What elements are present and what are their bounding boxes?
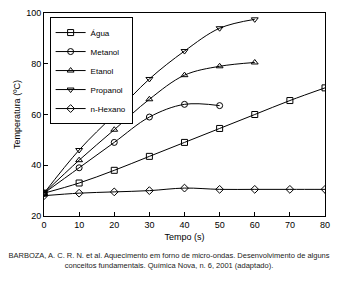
svg-text:Água: Água — [91, 29, 110, 38]
svg-text:20: 20 — [109, 220, 119, 230]
svg-text:80: 80 — [320, 220, 330, 230]
svg-text:n-Hexano: n-Hexano — [91, 105, 126, 114]
svg-text:60: 60 — [250, 220, 260, 230]
svg-text:Temperatura (ºC): Temperatura (ºC) — [12, 80, 22, 149]
svg-text:40: 40 — [31, 160, 41, 170]
svg-text:Propanol: Propanol — [91, 86, 123, 95]
svg-text:10: 10 — [74, 220, 84, 230]
svg-text:Metanol: Metanol — [91, 48, 120, 57]
svg-text:40: 40 — [179, 220, 189, 230]
svg-text:20: 20 — [31, 211, 41, 221]
svg-text:50: 50 — [215, 220, 225, 230]
svg-text:0: 0 — [41, 220, 46, 230]
html-text:BARBOZA, A. C. R. N. et al. Aq: BARBOZA, A. C. R. N. et al. Aquecimento … — [8, 251, 330, 270]
svg-text:80: 80 — [31, 59, 41, 69]
svg-text:100: 100 — [26, 8, 41, 18]
svg-text:Etanol: Etanol — [91, 67, 114, 76]
svg-text:70: 70 — [285, 220, 295, 230]
svg-text:60: 60 — [31, 110, 41, 120]
svg-text:30: 30 — [144, 220, 154, 230]
svg-text:Tempo (s): Tempo (s) — [164, 232, 204, 242]
